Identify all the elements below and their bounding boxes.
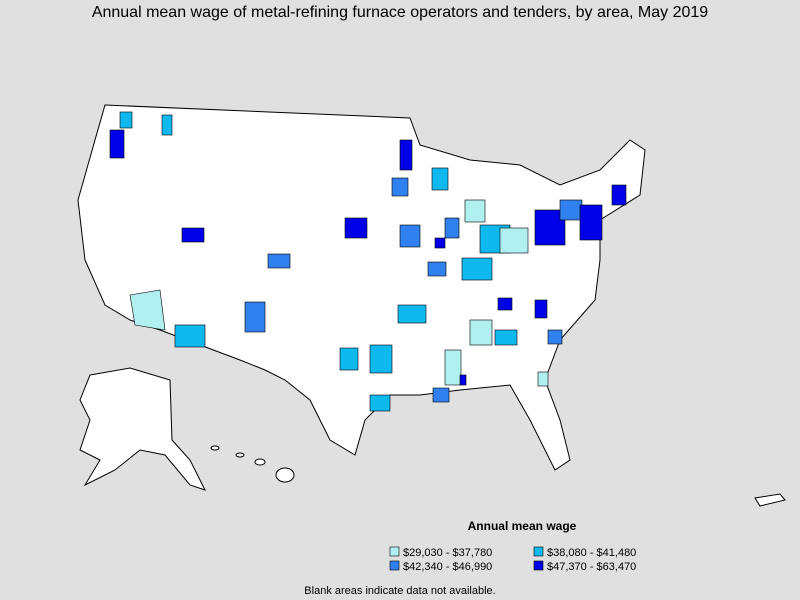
- region: [174, 324, 206, 348]
- regions: [109, 111, 627, 412]
- map: [77, 104, 786, 507]
- footnote: Blank areas indicate data not available.: [304, 585, 495, 597]
- region: [161, 114, 173, 136]
- region: [537, 371, 549, 387]
- legend-swatch: [533, 560, 544, 571]
- legend-swatch: [389, 546, 400, 557]
- region: [119, 111, 133, 129]
- region: [559, 199, 583, 221]
- region: [267, 253, 291, 269]
- region: [461, 257, 493, 281]
- region: [434, 237, 446, 249]
- region: [369, 344, 393, 374]
- region: [344, 217, 368, 239]
- region: [399, 139, 413, 171]
- legend-swatch: [533, 546, 544, 557]
- region: [534, 299, 548, 319]
- region: [444, 217, 460, 239]
- legend-label: $38,080 - $41,480: [547, 547, 636, 559]
- region: [129, 289, 166, 331]
- region: [109, 129, 125, 159]
- region: [494, 329, 518, 346]
- region: [431, 167, 449, 191]
- region: [547, 329, 563, 345]
- legend-label: $47,370 - $63,470: [547, 561, 636, 573]
- legend-label: $29,030 - $37,780: [403, 547, 492, 559]
- legend: Annual mean wage $29,030 - $37,780 $38,0…: [389, 519, 636, 573]
- legend-label: $42,340 - $46,990: [403, 561, 492, 573]
- legend-swatch: [389, 560, 400, 571]
- region: [339, 347, 359, 371]
- region: [579, 204, 603, 241]
- region: [397, 304, 427, 324]
- map-title: Annual mean wage of metal-refining furna…: [92, 4, 708, 21]
- legend-title: Annual mean wage: [468, 519, 577, 533]
- region: [391, 177, 409, 197]
- region: [611, 184, 627, 206]
- region: [459, 374, 467, 386]
- region: [432, 387, 450, 403]
- region: [499, 227, 529, 254]
- region: [244, 301, 266, 333]
- hawaii: [210, 445, 295, 483]
- region: [181, 227, 205, 243]
- region: [464, 199, 486, 223]
- region: [427, 261, 447, 277]
- alaska: [79, 367, 206, 491]
- region: [469, 319, 493, 346]
- region: [369, 394, 391, 412]
- region: [399, 224, 421, 248]
- puerto-rico: [754, 493, 786, 507]
- contiguous-us: [77, 104, 646, 471]
- region: [497, 297, 513, 311]
- region: [444, 349, 462, 386]
